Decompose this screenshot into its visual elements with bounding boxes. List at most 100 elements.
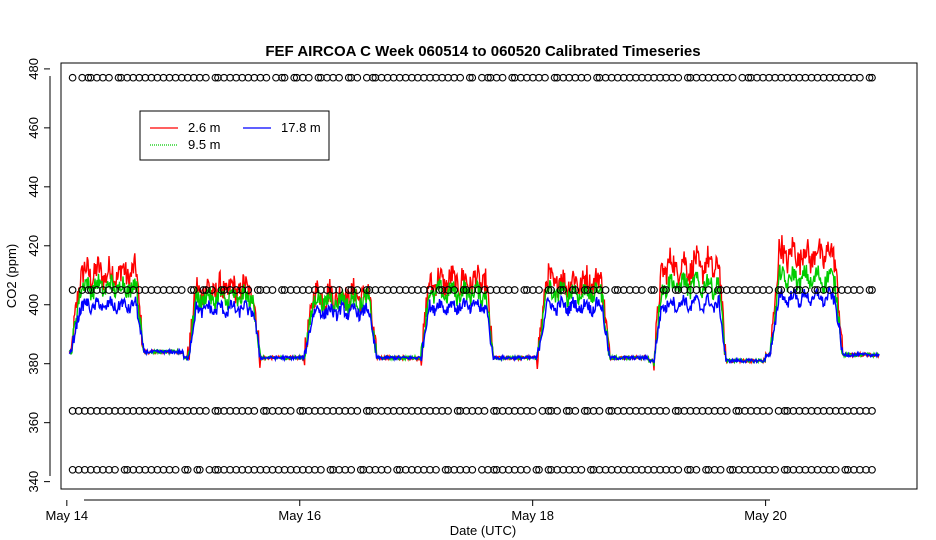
calibration-point bbox=[187, 286, 196, 294]
calibration-point bbox=[492, 286, 501, 294]
calibration-point bbox=[728, 286, 737, 294]
calibration-point bbox=[632, 407, 640, 415]
calibration-point bbox=[232, 286, 241, 294]
legend-label-17-8m: 17.8 m bbox=[281, 120, 321, 135]
calibration-point bbox=[710, 465, 719, 474]
calibration-point bbox=[559, 286, 568, 294]
x-axis: May 14 May 16 May 18 May 20 bbox=[46, 499, 787, 523]
calibration-point bbox=[395, 286, 404, 294]
calibration-point bbox=[686, 407, 695, 415]
calibration-point bbox=[274, 407, 283, 415]
calibration-point bbox=[783, 465, 792, 474]
calibration-point bbox=[732, 407, 741, 415]
calibration-point bbox=[741, 465, 749, 474]
calibration-point bbox=[562, 407, 571, 415]
calibration-point bbox=[462, 407, 471, 415]
calibration-point bbox=[177, 73, 186, 82]
calibration-point bbox=[344, 73, 353, 82]
calibration-point bbox=[595, 407, 604, 415]
calibration-point bbox=[811, 286, 819, 294]
calibration-point bbox=[520, 286, 529, 294]
calibration-point bbox=[407, 73, 416, 82]
calibration-point bbox=[559, 73, 568, 82]
calibration-point bbox=[601, 286, 610, 294]
calibration-point bbox=[638, 286, 646, 294]
calibration-point bbox=[753, 465, 761, 474]
calibration-point bbox=[632, 286, 640, 294]
calibration-point bbox=[120, 465, 129, 474]
calibration-point bbox=[780, 407, 789, 415]
calibration-point bbox=[807, 407, 816, 415]
calibration-point bbox=[356, 465, 365, 474]
calibration-point bbox=[753, 286, 761, 294]
legend-label-2-6m: 2.6 m bbox=[188, 120, 221, 135]
calibration-point bbox=[353, 286, 362, 294]
calibration-point bbox=[535, 465, 543, 474]
calibration-point bbox=[580, 286, 589, 294]
calibration-point bbox=[674, 465, 683, 474]
calibration-point bbox=[462, 465, 471, 474]
calibration-point bbox=[786, 286, 795, 294]
calibration-point bbox=[698, 286, 707, 294]
calibration-point bbox=[93, 465, 101, 474]
calibration-point bbox=[123, 286, 132, 294]
calibration-point bbox=[825, 407, 834, 415]
y-tick-label: 480 bbox=[26, 58, 41, 80]
calibration-point bbox=[341, 465, 350, 474]
calibration-point bbox=[850, 407, 858, 415]
calibration-point bbox=[304, 73, 313, 82]
calibration-point bbox=[583, 73, 592, 82]
calibration-point bbox=[683, 73, 692, 82]
calibration-point bbox=[468, 465, 477, 474]
calibration-point bbox=[710, 407, 719, 415]
calibration-point bbox=[541, 73, 549, 82]
calibration-point bbox=[159, 407, 168, 415]
calibration-point bbox=[211, 73, 220, 82]
calibration-point bbox=[432, 465, 440, 474]
calibration-point bbox=[244, 73, 253, 82]
calibration-point bbox=[611, 286, 619, 294]
calibration-point bbox=[783, 407, 792, 415]
calibration-point bbox=[105, 73, 113, 82]
calibration-point bbox=[577, 73, 586, 82]
calibration-point bbox=[395, 465, 404, 474]
calibration-point bbox=[532, 465, 541, 474]
calibration-point bbox=[716, 465, 725, 474]
y-tick-label: 420 bbox=[26, 235, 41, 257]
calibration-point bbox=[298, 465, 307, 474]
calibration-point bbox=[80, 407, 89, 415]
calibration-point bbox=[278, 73, 286, 82]
calibration-point bbox=[553, 407, 561, 415]
calibration-point bbox=[850, 73, 858, 82]
calibration-point bbox=[93, 73, 101, 82]
calibration-point bbox=[728, 465, 737, 474]
calibration-point bbox=[492, 73, 501, 82]
calibration-point bbox=[171, 465, 180, 474]
calibration-point bbox=[837, 73, 846, 82]
calibration-point bbox=[344, 286, 353, 294]
calibration-point bbox=[202, 73, 210, 82]
calibration-point bbox=[862, 465, 870, 474]
calibration-point bbox=[256, 73, 265, 82]
calibration-point bbox=[795, 286, 804, 294]
calibration-point bbox=[856, 286, 864, 294]
calibration-point bbox=[529, 407, 537, 415]
calibration-point bbox=[383, 286, 392, 294]
calibration-point bbox=[774, 286, 783, 294]
calibration-point bbox=[181, 465, 189, 474]
calibration-point bbox=[504, 465, 513, 474]
calibration-point bbox=[135, 73, 144, 82]
calibration-point bbox=[523, 465, 531, 474]
calibration-point bbox=[311, 407, 319, 415]
calibration-point bbox=[644, 73, 652, 82]
legend-box bbox=[139, 110, 330, 161]
calibration-point bbox=[656, 465, 664, 474]
calibration-point bbox=[159, 73, 168, 82]
calibration-point bbox=[801, 286, 810, 294]
calibration-point bbox=[587, 465, 595, 474]
calibration-point bbox=[605, 407, 613, 415]
calibration-point bbox=[326, 465, 335, 474]
calibration-point bbox=[135, 407, 144, 415]
calibration-point bbox=[650, 286, 658, 294]
calibration-point bbox=[547, 465, 555, 474]
